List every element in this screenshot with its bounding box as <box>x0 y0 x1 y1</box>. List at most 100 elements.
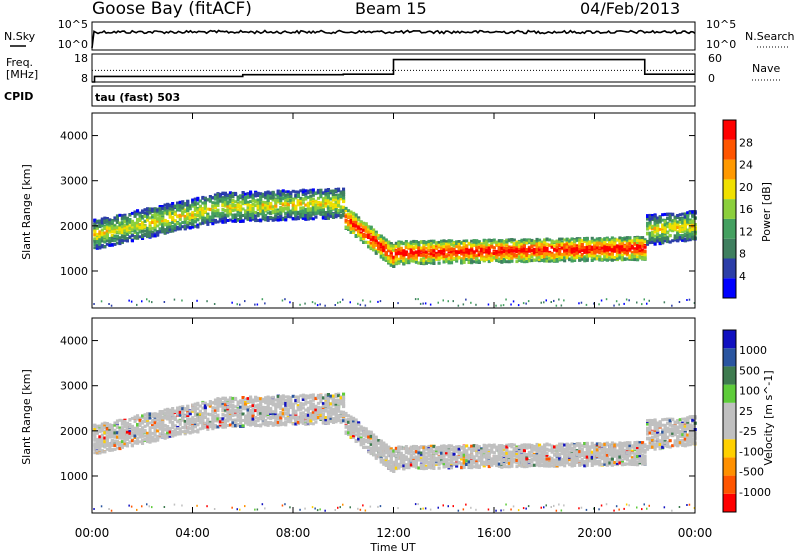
power-cell <box>256 198 260 202</box>
power-cell <box>651 231 655 234</box>
power-cell <box>392 255 396 259</box>
power-cell <box>337 214 341 218</box>
power-cell <box>625 246 629 250</box>
power-cell <box>427 252 431 256</box>
power-cell <box>475 303 477 306</box>
power-cell <box>334 215 338 219</box>
power-cell <box>108 221 112 225</box>
power-cell <box>462 260 466 264</box>
power-cell <box>342 200 346 204</box>
velocity-cell <box>146 440 150 444</box>
power-cell <box>181 200 185 204</box>
power-cell <box>98 232 102 236</box>
power-cell <box>437 241 441 244</box>
velocity-cell <box>120 421 124 425</box>
power-cell <box>666 236 670 240</box>
power-cell <box>630 253 634 257</box>
power-cell <box>414 245 418 249</box>
velocity-cell <box>146 417 150 421</box>
power-cell <box>678 220 682 224</box>
power-cell <box>337 189 341 193</box>
power-cell <box>450 253 454 257</box>
power-cell <box>377 234 381 238</box>
power-cell <box>218 212 222 216</box>
power-cell <box>259 201 263 205</box>
power-cell <box>683 238 687 242</box>
power-cell <box>206 207 210 211</box>
power-cell <box>105 226 109 230</box>
power-cell <box>321 191 325 195</box>
power-cell <box>522 241 526 245</box>
power-cell <box>399 249 403 252</box>
velocity-cell <box>105 429 109 433</box>
velocity-cell <box>123 442 127 446</box>
velocity-cell <box>110 429 114 433</box>
power-cell <box>163 301 166 303</box>
power-cell <box>344 219 348 223</box>
power-cell <box>206 300 208 303</box>
power-cell <box>686 230 690 234</box>
power-cell <box>276 210 280 214</box>
power-cell <box>349 213 353 217</box>
power-cell <box>286 213 290 217</box>
velocity-cell <box>93 442 97 446</box>
power-cell <box>392 246 396 250</box>
power-cell <box>500 239 504 243</box>
power-cell <box>326 194 330 198</box>
velocity-cell <box>130 433 134 437</box>
power-cell <box>555 252 559 256</box>
velocity-cell <box>123 425 127 429</box>
power-cell <box>274 218 278 222</box>
power-cell <box>641 238 645 242</box>
y-tick-label: 3000 <box>60 175 88 188</box>
power-cell <box>178 224 182 228</box>
power-cell <box>304 211 308 214</box>
power-cell <box>314 208 318 212</box>
power-cell <box>337 187 341 191</box>
power-cell <box>203 220 207 224</box>
power-cell <box>133 225 137 229</box>
power-cell <box>113 226 117 230</box>
power-cell <box>641 244 645 248</box>
power-cell <box>409 245 413 249</box>
power-cell <box>585 254 589 258</box>
power-cell <box>364 222 368 226</box>
velocity-cell <box>100 422 104 426</box>
power-cell <box>168 206 172 210</box>
power-cell <box>311 188 315 192</box>
power-cell <box>668 228 672 232</box>
power-cell <box>545 242 549 246</box>
power-cell <box>211 196 215 200</box>
power-cell <box>264 302 266 305</box>
power-cell <box>384 244 388 247</box>
power-cell <box>181 225 185 229</box>
power-cell <box>683 212 687 216</box>
power-cell <box>480 244 484 248</box>
power-cell <box>178 227 182 231</box>
power-cell <box>218 197 222 201</box>
power-cell <box>475 253 479 257</box>
velocity-cell <box>133 426 137 430</box>
power-cell <box>553 258 557 262</box>
power-cell <box>517 245 521 249</box>
power-cell <box>178 205 182 209</box>
velocity-cell <box>120 419 124 423</box>
power-cell <box>141 229 145 233</box>
power-cell <box>266 206 270 210</box>
power-cell <box>331 216 335 219</box>
power-cell <box>455 242 459 246</box>
power-cell <box>608 248 612 252</box>
power-cell <box>357 226 361 230</box>
power-cell <box>216 195 220 199</box>
power-cell <box>98 242 102 246</box>
velocity-cell <box>113 429 117 433</box>
power-cell <box>610 258 614 262</box>
power-cell <box>311 206 315 210</box>
power-cell <box>450 250 454 254</box>
power-cell <box>226 219 230 222</box>
power-cell <box>236 210 240 214</box>
power-cell <box>284 211 288 215</box>
power-cell <box>422 251 426 255</box>
power-cell <box>538 238 542 242</box>
power-cell <box>186 203 190 207</box>
